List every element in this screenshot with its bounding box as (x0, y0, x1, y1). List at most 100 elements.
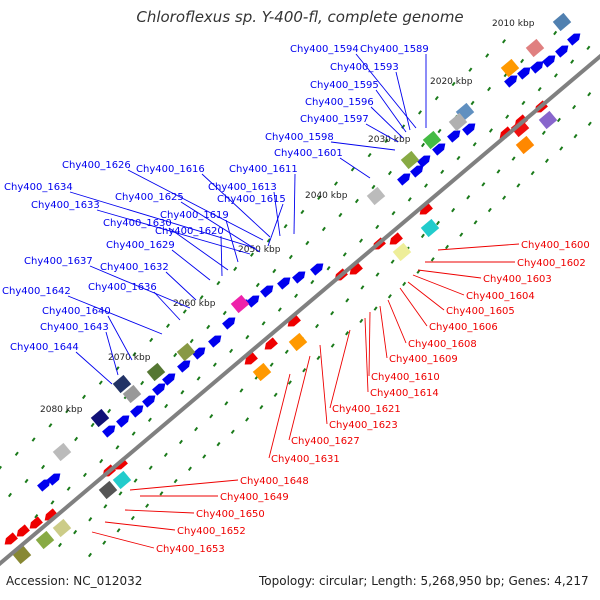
forward-gene-label[interactable]: Chy400_1611 (229, 164, 298, 175)
reverse-gene-label[interactable]: Chy400_1600 (521, 240, 590, 251)
forward-gene-arrow[interactable] (260, 282, 276, 298)
reverse-gene-arrow[interactable] (417, 202, 433, 217)
feature-block[interactable] (52, 518, 72, 538)
feature-block[interactable] (90, 408, 110, 428)
forward-gene-label[interactable]: Chy400_1640 (42, 306, 111, 317)
feature-block[interactable] (98, 480, 118, 500)
feature-block[interactable] (500, 58, 520, 78)
forward-gene-arrow[interactable] (292, 268, 308, 284)
forward-gene-arrow[interactable] (102, 422, 118, 438)
reverse-gene-arrow[interactable] (14, 524, 30, 539)
forward-gene-arrow[interactable] (277, 274, 293, 290)
reverse-gene-label[interactable]: Chy400_1623 (329, 420, 398, 431)
reverse-gene-arrow[interactable] (27, 516, 43, 531)
reverse-gene-arrow[interactable] (242, 352, 258, 367)
forward-gene-arrow[interactable] (410, 162, 426, 178)
reverse-gene-label[interactable]: Chy400_1603 (483, 274, 552, 285)
reverse-gene-arrow[interactable] (42, 508, 58, 523)
feature-block[interactable] (52, 442, 72, 462)
forward-gene-label[interactable]: Chy400_1632 (100, 262, 169, 273)
feature-block[interactable] (515, 135, 535, 155)
forward-gene-label[interactable]: Chy400_1589 (360, 44, 429, 55)
reverse-gene-arrow[interactable] (347, 262, 363, 277)
reverse-gene-label[interactable]: Chy400_1604 (466, 291, 535, 302)
forward-gene-arrow[interactable] (177, 357, 193, 373)
forward-gene-arrow[interactable] (37, 476, 53, 492)
forward-gene-label[interactable]: Chy400_1633 (31, 200, 100, 211)
forward-gene-arrow[interactable] (310, 260, 326, 276)
forward-gene-label[interactable]: Chy400_1615 (217, 194, 286, 205)
reverse-gene-label[interactable]: Chy400_1610 (371, 372, 440, 383)
forward-gene-label[interactable]: Chy400_1637 (24, 256, 93, 267)
reverse-gene-label[interactable]: Chy400_1650 (196, 509, 265, 520)
forward-gene-arrow[interactable] (162, 370, 178, 386)
reverse-gene-label[interactable]: Chy400_1606 (429, 322, 498, 333)
reverse-gene-arrow[interactable] (387, 232, 403, 247)
forward-gene-arrow[interactable] (517, 64, 533, 80)
reverse-gene-label[interactable]: Chy400_1608 (408, 339, 477, 350)
forward-gene-label[interactable]: Chy400_1601 (274, 148, 343, 159)
forward-gene-label[interactable]: Chy400_1626 (62, 160, 131, 171)
feature-block[interactable] (288, 332, 308, 352)
feature-block[interactable] (230, 294, 250, 314)
feature-block[interactable] (112, 374, 132, 394)
forward-gene-arrow[interactable] (555, 42, 571, 58)
forward-gene-arrow[interactable] (116, 412, 132, 428)
reverse-gene-label[interactable]: Chy400_1652 (177, 526, 246, 537)
feature-block[interactable] (400, 150, 420, 170)
feature-block[interactable] (252, 362, 272, 382)
forward-gene-label[interactable]: Chy400_1620 (155, 226, 224, 237)
reverse-gene-label[interactable]: Chy400_1605 (446, 306, 515, 317)
forward-gene-label[interactable]: Chy400_1642 (2, 286, 71, 297)
forward-gene-label[interactable]: Chy400_1636 (88, 282, 157, 293)
forward-gene-arrow[interactable] (152, 380, 168, 396)
forward-gene-label[interactable]: Chy400_1598 (265, 132, 334, 143)
feature-block[interactable] (176, 342, 196, 362)
forward-gene-arrow[interactable] (542, 52, 558, 68)
forward-gene-arrow[interactable] (417, 152, 433, 168)
reverse-gene-label[interactable]: Chy400_1602 (517, 258, 586, 269)
forward-gene-label[interactable]: Chy400_1629 (106, 240, 175, 251)
feature-block[interactable] (448, 112, 468, 132)
forward-gene-arrow[interactable] (432, 140, 448, 156)
forward-gene-arrow[interactable] (47, 470, 63, 486)
feature-block[interactable] (112, 470, 132, 490)
feature-block[interactable] (525, 38, 545, 58)
forward-gene-label[interactable]: Chy400_1593 (330, 62, 399, 73)
reverse-gene-label[interactable]: Chy400_1627 (291, 436, 360, 447)
feature-block[interactable] (122, 384, 142, 404)
forward-gene-label[interactable]: Chy400_1644 (10, 342, 79, 353)
reverse-gene-arrow[interactable] (285, 314, 301, 329)
forward-gene-label[interactable]: Chy400_1634 (4, 182, 73, 193)
forward-gene-arrow[interactable] (504, 72, 520, 88)
forward-gene-arrow[interactable] (567, 30, 583, 46)
forward-gene-label[interactable]: Chy400_1613 (208, 182, 277, 193)
reverse-gene-label[interactable]: Chy400_1653 (156, 544, 225, 555)
reverse-gene-label[interactable]: Chy400_1621 (332, 404, 401, 415)
feature-block[interactable] (552, 12, 572, 32)
reverse-gene-label[interactable]: Chy400_1614 (370, 388, 439, 399)
forward-gene-label[interactable]: Chy400_1594 (290, 44, 359, 55)
feature-block[interactable] (392, 242, 412, 262)
forward-gene-label[interactable]: Chy400_1595 (310, 80, 379, 91)
feature-block[interactable] (12, 545, 32, 565)
feature-block[interactable] (510, 118, 530, 138)
forward-gene-label[interactable]: Chy400_1616 (136, 164, 205, 175)
forward-gene-label[interactable]: Chy400_1619 (160, 210, 229, 221)
forward-gene-label[interactable]: Chy400_1643 (40, 322, 109, 333)
forward-gene-arrow[interactable] (192, 344, 208, 360)
reverse-gene-label[interactable]: Chy400_1648 (240, 476, 309, 487)
feature-block[interactable] (146, 362, 166, 382)
forward-gene-arrow[interactable] (222, 314, 238, 330)
reverse-gene-arrow[interactable] (2, 532, 18, 547)
forward-gene-label[interactable]: Chy400_1630 (103, 218, 172, 229)
feature-block[interactable] (420, 218, 440, 238)
reverse-gene-label[interactable]: Chy400_1631 (271, 454, 340, 465)
forward-gene-arrow[interactable] (246, 292, 262, 308)
feature-block[interactable] (422, 130, 442, 150)
feature-block[interactable] (366, 186, 386, 206)
reverse-gene-arrow[interactable] (497, 126, 513, 141)
reverse-gene-label[interactable]: Chy400_1649 (220, 492, 289, 503)
forward-gene-label[interactable]: Chy400_1597 (300, 114, 369, 125)
